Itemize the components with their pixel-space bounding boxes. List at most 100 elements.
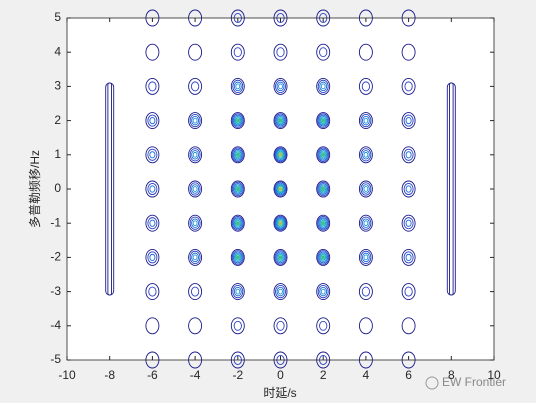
contour-line [230, 146, 245, 164]
contour-line [278, 220, 283, 227]
contour-line [361, 286, 371, 297]
contour-line [358, 248, 373, 266]
watermark-icon [425, 376, 439, 390]
contour-line [232, 183, 243, 195]
contour-line [230, 283, 245, 301]
contour-line [361, 252, 370, 263]
contour-line [319, 150, 328, 160]
contour-line [363, 254, 369, 261]
contour-line [363, 186, 369, 192]
contour-line [188, 180, 203, 198]
contour-line [320, 254, 327, 261]
contour-line [192, 117, 198, 124]
contour-line [236, 152, 240, 157]
contour-line [273, 283, 288, 301]
contour-line [230, 112, 245, 130]
contour-line [233, 81, 242, 92]
contour-line [317, 147, 330, 162]
x-tick-label: 6 [405, 368, 412, 382]
contour-line [318, 217, 329, 230]
contour-line [320, 219, 327, 227]
contour-line [231, 147, 244, 162]
contour-line [190, 81, 200, 92]
contour-line [191, 115, 200, 126]
contour-line [321, 118, 325, 123]
x-tick-label: -10 [58, 368, 76, 382]
contour-line [276, 320, 285, 331]
contour-line [236, 186, 240, 192]
y-axis-label: 多普勒频移/Hz [28, 150, 42, 228]
contour-line [401, 180, 416, 198]
contour-line [231, 216, 244, 231]
contour-line [147, 182, 158, 196]
contour-line [404, 286, 413, 297]
contour-line [149, 253, 156, 262]
contour-line [404, 81, 413, 92]
contour-line [363, 151, 369, 158]
contour-line [191, 252, 200, 263]
contour-line [274, 181, 287, 197]
contour-line [233, 286, 242, 297]
contour-line [319, 286, 328, 297]
contour-line [233, 320, 242, 331]
contour-line [273, 146, 288, 164]
contour-line [147, 217, 158, 230]
watermark: EW Frontier [442, 375, 506, 389]
contour-line [319, 218, 328, 228]
contour-line [360, 148, 372, 162]
contour-line [233, 47, 242, 58]
contour-line [149, 151, 156, 159]
contour-line [189, 148, 201, 162]
contour-line [273, 317, 288, 335]
contour-line [276, 81, 285, 92]
contour-line [191, 150, 200, 160]
contour-line [192, 220, 198, 227]
contour-line [145, 283, 160, 301]
contour-line [317, 79, 329, 93]
contour-line [316, 77, 331, 95]
contour-line [319, 47, 328, 58]
contour-line [230, 77, 245, 95]
contour-line [148, 81, 157, 92]
contour-line [188, 43, 203, 61]
contour-line [405, 253, 412, 262]
contour-line [230, 180, 245, 198]
contour-line [232, 79, 244, 93]
contour-line [405, 151, 412, 159]
contour-line [230, 43, 245, 61]
x-tick-label: 10 [487, 368, 501, 382]
contour-line [236, 118, 240, 123]
contour-line [149, 219, 156, 227]
contour-line [273, 180, 288, 198]
contour-line [232, 114, 243, 127]
contour-line [276, 47, 285, 58]
contour-line [358, 77, 373, 95]
contour-line [278, 255, 283, 260]
contour-line [317, 216, 330, 231]
contour-line [190, 286, 200, 297]
contour-line [317, 113, 330, 128]
contour-line [148, 286, 157, 297]
contour-line [274, 113, 287, 128]
y-tick-label: -5 [50, 352, 61, 366]
contour-line [233, 184, 242, 194]
contour-line [321, 152, 325, 157]
contour-line [405, 219, 412, 227]
contour-line [358, 317, 373, 335]
contour-line [275, 114, 286, 127]
contour-line [318, 251, 329, 264]
contour-line [188, 317, 203, 335]
contour-line [234, 117, 241, 124]
contour-line [277, 254, 284, 261]
contour-line [358, 283, 373, 301]
contour-line [275, 148, 286, 162]
contour-line [319, 115, 328, 126]
y-tick-label: 5 [54, 10, 61, 24]
contour-line [360, 216, 372, 230]
contour-line [361, 150, 370, 160]
contour-line [145, 112, 160, 130]
contour-line [189, 182, 201, 196]
contour-line [192, 151, 198, 158]
contour-line [230, 248, 245, 266]
contour-line [189, 250, 201, 264]
